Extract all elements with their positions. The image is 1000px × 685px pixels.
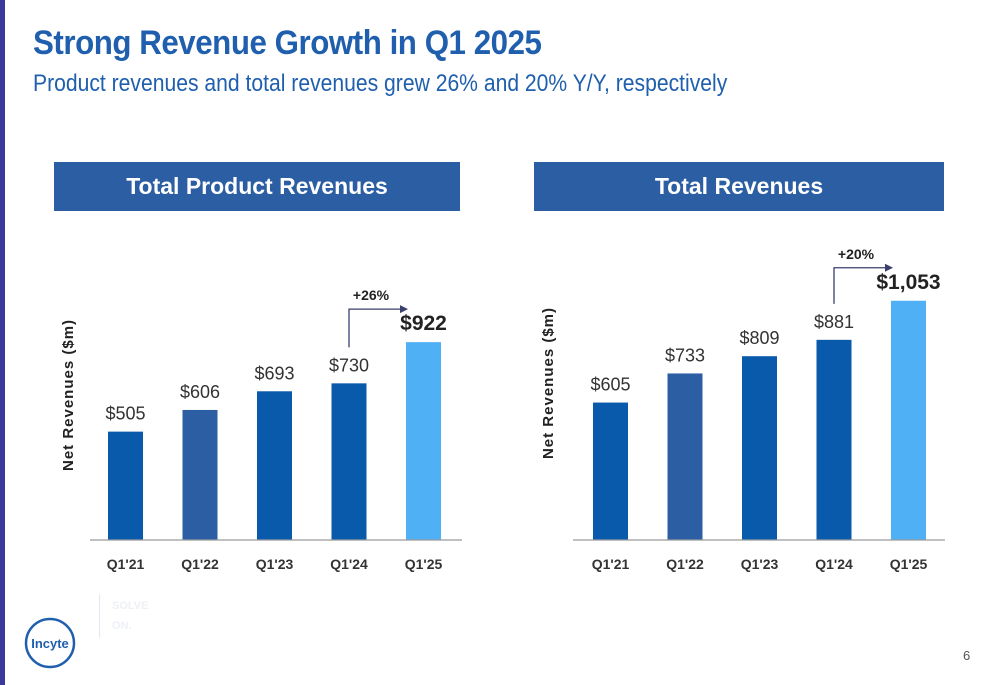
total-x-tick-q121: Q1'21 <box>592 556 630 572</box>
left-accent-bar <box>0 0 5 685</box>
total-data-label-q124: $881 <box>814 312 854 332</box>
total-x-tick-q125: Q1'25 <box>890 556 928 572</box>
product-data-label-q124: $730 <box>329 355 369 375</box>
product-data-label-q123: $693 <box>254 363 294 383</box>
total-data-label-q125: $1,053 <box>876 271 940 294</box>
total-bar-q123 <box>742 356 777 540</box>
product-bar-q122 <box>182 409 218 540</box>
faint-tagline-line-2: ON. <box>112 620 132 632</box>
product-y-axis-label: Net Revenues ($m) <box>60 319 77 471</box>
total-data-label-q121: $605 <box>590 375 630 395</box>
total-data-label-q123: $809 <box>739 328 779 348</box>
logo-ring <box>24 617 76 669</box>
chart-title-product-revenues: Total Product Revenues <box>54 162 460 211</box>
page-number: 6 <box>963 648 971 663</box>
total-x-tick-q123: Q1'23 <box>741 556 779 572</box>
product-growth-arrow-line <box>348 308 400 348</box>
total-data-label-q122: $733 <box>665 345 705 365</box>
total-bar-q121 <box>593 402 628 540</box>
total-growth-arrowhead <box>885 263 893 272</box>
product-bar-q125 <box>406 342 441 540</box>
total-growth-annotation: +20% <box>838 246 875 262</box>
total-bar-q124 <box>816 339 852 540</box>
total-bar-q125 <box>891 300 926 540</box>
product-bar-q123 <box>257 391 292 540</box>
product-data-label-q122: $606 <box>180 382 220 402</box>
product-x-tick-q121: Q1'21 <box>107 556 145 572</box>
chart-title-total-revenues: Total Revenues <box>534 162 944 211</box>
product-growth-annotation: +26% <box>353 287 390 303</box>
product-bar-q124 <box>331 383 367 540</box>
incyte-logo: Incyte <box>24 617 76 669</box>
logo-text: Incyte <box>31 636 69 651</box>
product-x-tick-q123: Q1'23 <box>256 556 294 572</box>
product-x-tick-q125: Q1'25 <box>405 556 443 572</box>
slide-title: Strong Revenue Growth in Q1 2025 <box>33 24 542 62</box>
product-x-tick-q122: Q1'22 <box>181 556 219 572</box>
logo-divider <box>99 594 100 638</box>
product-data-label-q121: $505 <box>105 404 145 424</box>
total-x-tick-q124: Q1'24 <box>815 556 853 572</box>
total-bar-q122 <box>667 373 703 540</box>
slide-subtitle: Product revenues and total revenues grew… <box>33 70 728 97</box>
faint-tagline-line-1: SOLVE <box>112 600 149 612</box>
product-x-tick-q124: Q1'24 <box>330 556 368 572</box>
total-y-axis-label: Net Revenues ($m) <box>540 307 557 459</box>
product-bar-q121 <box>108 431 143 540</box>
total-x-tick-q122: Q1'22 <box>666 556 704 572</box>
product-data-label-q125: $922 <box>400 312 447 335</box>
total-growth-arrow-line <box>833 267 885 304</box>
product-growth-arrowhead <box>400 305 408 314</box>
